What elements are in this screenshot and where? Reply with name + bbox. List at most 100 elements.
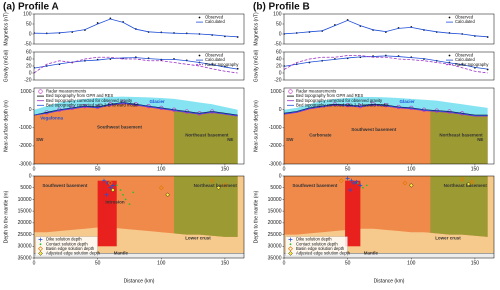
y-tick-label: 40 (276, 56, 282, 62)
point (105, 181, 110, 186)
legend-marker (288, 89, 293, 94)
series-line (34, 102, 238, 117)
annotation: Carbonate (309, 132, 332, 137)
y-axis-label: Magnetics (nT) (253, 12, 259, 46)
point (158, 185, 164, 191)
y-tick-label: 30000 (18, 244, 32, 250)
mantle-area (34, 253, 244, 258)
plot-area (34, 56, 239, 74)
point (345, 176, 350, 181)
series-line (284, 19, 488, 38)
y-tick-label: 35000 (18, 255, 32, 261)
point (128, 203, 131, 206)
y-tick-label: -50 (24, 41, 31, 47)
axes-frame (33, 175, 245, 259)
y-tick-label: -1000 (19, 125, 32, 131)
legend-label: Calculated (455, 19, 475, 24)
y-tick-label: 20000 (268, 220, 282, 226)
plot-area (34, 96, 238, 164)
northeast-basement-area (174, 109, 238, 164)
annotation: NE (227, 137, 233, 142)
annotation: Lower crust (435, 236, 461, 241)
y-tick-label: 0 (29, 31, 32, 37)
y-tick-label: 60 (276, 49, 282, 55)
panel: -3000 -2000 -1000 0 1000 0 50 100 150 Glacier Sout… (19, 87, 245, 172)
series-line (284, 104, 488, 116)
y-tick-label: 30000 (268, 244, 282, 250)
mantle-area (284, 253, 494, 258)
legend-label: Dike solution depth (46, 237, 82, 242)
legend-label: Observed (205, 53, 224, 58)
x-tick-label: 100 (407, 260, 416, 266)
legend-label: Observed (205, 15, 224, 20)
point (216, 185, 221, 190)
legend-label: Basin edge solution depth (296, 246, 345, 251)
point (209, 178, 215, 184)
legend-marker (288, 246, 293, 252)
y-tick-label: 15000 (18, 208, 32, 214)
legend-marker (288, 237, 293, 242)
legend-marker (448, 54, 451, 57)
y-tick-label: 50 (26, 21, 32, 27)
axes-frame (283, 13, 495, 45)
x-tick-label: 50 (345, 166, 351, 172)
y-tick-label: 10000 (268, 197, 282, 203)
legend-label: Calculated (455, 57, 475, 62)
y-tick-label: 25000 (268, 232, 282, 238)
legend-box (35, 236, 98, 257)
point (110, 183, 115, 188)
y-tick-label: 0 (29, 107, 32, 113)
northeast-basement-area (430, 176, 488, 237)
point (348, 188, 353, 193)
x-axis-label: Distance (km) (374, 278, 405, 284)
legend-marker (198, 16, 201, 19)
panel-title: (b) Profile B (253, 2, 310, 13)
northeast-basement-area (430, 110, 488, 164)
y-tick-label: 0 (279, 70, 282, 76)
y-tick-label: -2000 (19, 143, 32, 149)
point (119, 189, 122, 191)
legend-label: Bed topography corrected for observed gr… (46, 98, 133, 103)
plot-area (34, 17, 239, 38)
intrusion (97, 180, 117, 247)
legend-label: Dike solution depth (296, 237, 332, 242)
x-tick-label: 50 (345, 260, 351, 266)
annotation: Mantle (114, 250, 129, 255)
point (459, 177, 465, 183)
legend-label: Radar measurements (296, 89, 336, 94)
point (352, 181, 356, 186)
legend-marker (448, 16, 451, 19)
x-axis-label: Distance (km) (124, 278, 155, 284)
y-tick-label: 10000 (18, 197, 32, 203)
annotation: NE (477, 137, 483, 142)
point (110, 187, 116, 193)
legend-box (285, 236, 348, 257)
panel: -3000 -2000 -1000 0 1000 0 50 100 150 Glacier Carb… (269, 87, 495, 172)
point (132, 191, 135, 194)
point (102, 178, 106, 183)
y-tick-label: 0 (279, 173, 282, 179)
y-axis-label: Near-surface depth (m) (253, 100, 259, 152)
point (124, 198, 127, 201)
x-tick-label: 0 (33, 260, 36, 266)
legend-marker (38, 89, 43, 94)
legend-marker (38, 237, 43, 242)
point (122, 193, 124, 196)
point (466, 181, 471, 187)
legend-label: Bed topography corrected with 2-D forwar… (46, 102, 138, 107)
y-tick-label: 20 (26, 63, 32, 69)
point (469, 179, 475, 185)
y-tick-label: -50 (274, 41, 281, 47)
series-line (34, 56, 238, 74)
legend-label: Calculated (205, 57, 225, 62)
annotation: SW (286, 137, 294, 142)
legend-label: Radar topography (455, 62, 489, 67)
annotation: Southwest basement (351, 127, 397, 132)
